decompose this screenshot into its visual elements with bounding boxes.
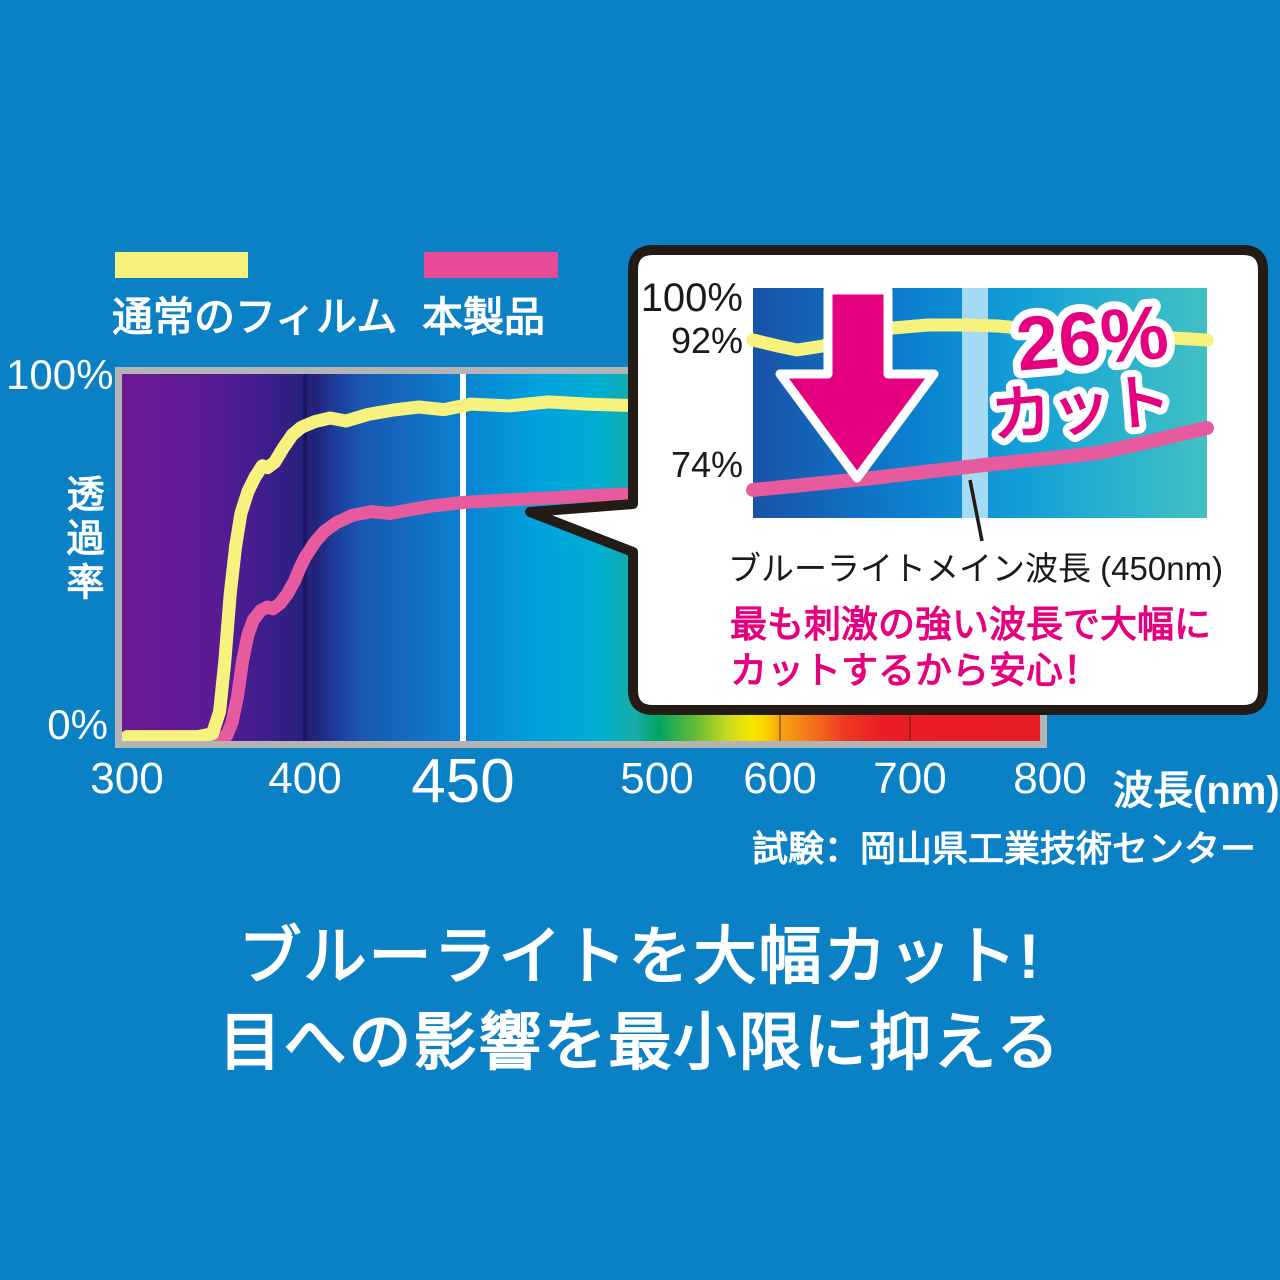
- legend-swatch-product: [424, 252, 558, 278]
- callout-product-line: [746, 421, 1214, 497]
- callout-zoom-chart: 26% カット: [746, 282, 1214, 518]
- tagline-line1: ブルーライトを大幅カット!: [238, 922, 1042, 992]
- legend-label-product: 本製品: [422, 294, 545, 340]
- callout-label-92: 92%: [670, 320, 743, 361]
- tagline-line2: 目への影響を最小限に抑える: [218, 1008, 1062, 1078]
- x-tick-500: 500: [620, 754, 694, 803]
- wavelength-note: ブルーライトメイン波長 (450nm): [728, 550, 1224, 587]
- y-axis-max-label: 100%: [6, 351, 114, 398]
- marker-450nm-line: [460, 374, 466, 741]
- x-tick-700: 700: [873, 754, 947, 803]
- callout-content: 100% 92% 74% 26% カット ブルーライトメイン波長 (450nm)…: [633, 250, 1263, 710]
- x-tick-450: 450: [411, 747, 515, 816]
- callout-label-100: 100%: [640, 276, 743, 320]
- y-axis-min-label: 0%: [47, 701, 108, 748]
- x-axis-unit-label: 波長(nm): [1113, 769, 1280, 813]
- x-tick-400: 400: [268, 754, 342, 803]
- callout-message-line1: 最も刺激の強い波長で大幅に: [730, 604, 1211, 645]
- callout-message-line2: カットするから安心！: [730, 650, 1100, 691]
- y-axis-title: 透過率: [60, 474, 102, 606]
- x-tick-600: 600: [743, 754, 817, 803]
- cut-percentage-text: 26%: [1013, 290, 1172, 388]
- x-tick-800: 800: [1013, 754, 1087, 803]
- test-source-note: 試験：岡山県工業技術センター: [751, 828, 1256, 869]
- legend-label-normal-film: 通常のフィルム: [112, 294, 398, 340]
- callout-zoom-graphics: 26% カット: [746, 282, 1214, 518]
- callout-normal-film-line: [746, 318, 1214, 357]
- x-tick-300: 300: [90, 754, 164, 803]
- cut-down-arrow-icon: [775, 285, 939, 483]
- callout-label-74: 74%: [670, 444, 743, 485]
- legend-swatch-normal-film: [115, 252, 248, 278]
